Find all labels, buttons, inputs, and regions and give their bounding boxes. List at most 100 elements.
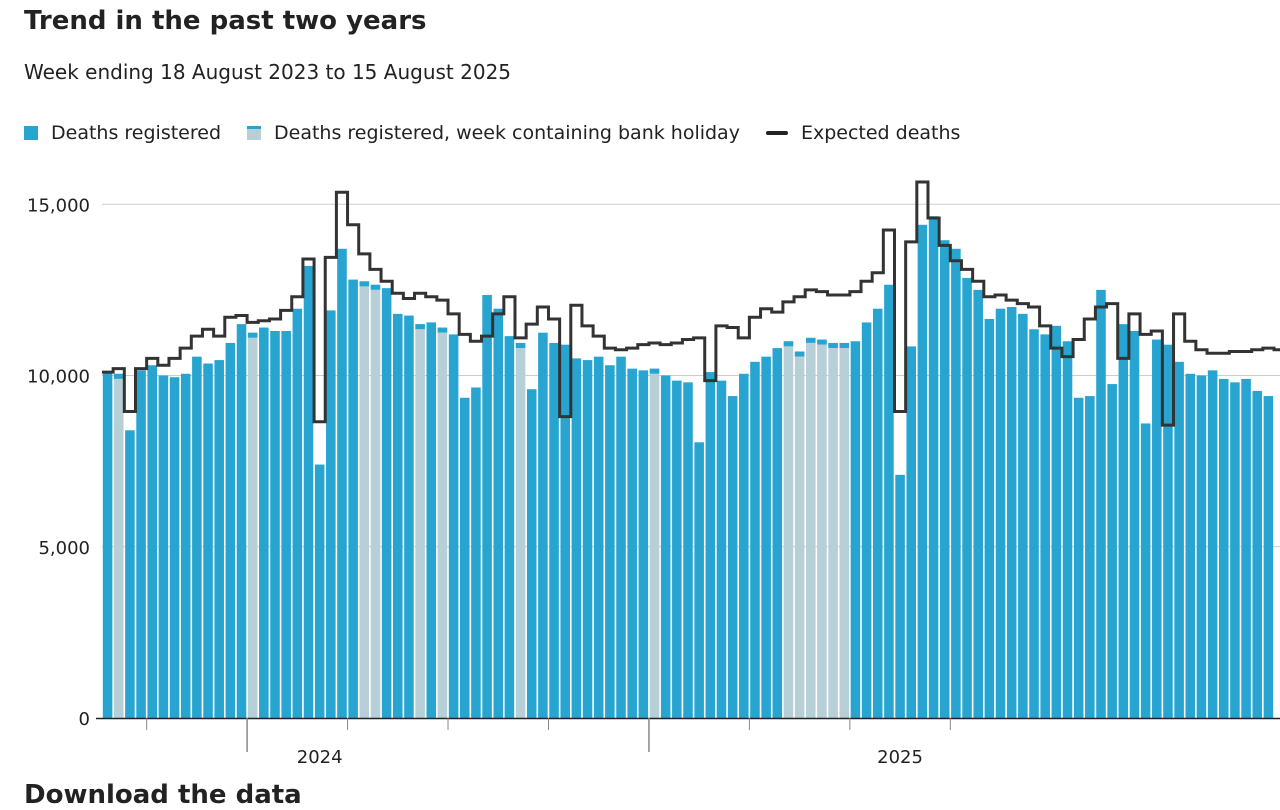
bar-registered: [616, 356, 626, 718]
bar-holiday-week: [794, 351, 805, 718]
bar-holiday-cap: [649, 368, 660, 374]
bar-registered: [471, 387, 481, 718]
bar-registered: [694, 442, 704, 718]
bar-registered: [303, 265, 314, 718]
bar-registered: [951, 248, 961, 718]
bar-registered: [1029, 329, 1039, 718]
x-year-label: 2025: [877, 747, 923, 768]
bar-registered: [761, 356, 771, 718]
bar-holiday-cap: [437, 327, 448, 333]
bar-holiday-cap: [817, 339, 827, 345]
y-tick-label: 0: [79, 709, 90, 730]
bar-registered: [1018, 313, 1028, 718]
bar-registered: [571, 358, 582, 718]
chart-subtitle: Week ending 18 August 2023 to 15 August …: [24, 60, 512, 84]
bar-holiday-week: [806, 337, 816, 718]
bars-layer: [102, 216, 1274, 719]
legend-swatch-holiday: [247, 126, 261, 140]
bar-registered: [404, 315, 414, 718]
bar-registered: [192, 356, 202, 718]
bar-registered: [426, 322, 437, 718]
legend-swatch-registered: [24, 126, 38, 140]
bar-registered: [225, 342, 236, 718]
bar-holiday-cap: [794, 351, 805, 357]
bar-registered: [281, 330, 291, 718]
bar-registered: [482, 295, 492, 718]
x-year-label: 2024: [297, 747, 343, 768]
y-tick-label: 10,000: [27, 367, 90, 388]
bar-holiday-week: [649, 368, 660, 718]
bar-holiday-cap: [828, 342, 838, 348]
bar-registered: [459, 397, 470, 718]
bar-registered: [739, 373, 749, 718]
bar-registered: [1073, 397, 1084, 718]
bar-registered: [493, 308, 504, 718]
bar-registered: [448, 334, 459, 718]
bar-registered: [1230, 382, 1240, 718]
bar-registered: [259, 327, 269, 718]
bar-registered: [1040, 334, 1050, 718]
bar-registered: [1174, 361, 1184, 718]
bar-registered: [850, 341, 861, 718]
expected-deaths-line: [102, 180, 1280, 427]
bar-registered: [203, 363, 213, 718]
bar-registered: [1241, 378, 1251, 718]
bar-registered: [906, 346, 917, 718]
bar-registered: [683, 382, 693, 718]
bar-holiday-cap: [415, 324, 425, 330]
bar-holiday-week: [113, 373, 124, 718]
bar-holiday-cap: [806, 337, 816, 343]
bar-registered: [627, 368, 637, 718]
bar-registered: [1118, 324, 1129, 718]
bar-registered: [638, 370, 649, 718]
bar-registered: [1152, 339, 1162, 718]
bar-registered: [1163, 344, 1173, 718]
bar-registered: [939, 240, 950, 718]
bar-holiday-week: [359, 281, 370, 718]
bar-registered: [660, 375, 671, 718]
bar-registered: [526, 389, 537, 718]
bar-registered: [236, 324, 247, 718]
bar-registered: [1218, 378, 1229, 718]
bar-registered: [861, 322, 872, 718]
bar-registered: [716, 380, 727, 718]
bar-registered: [872, 308, 883, 718]
legend-item-holiday: Deaths registered, week containing bank …: [247, 122, 740, 144]
x-axis: 2025 2024: [96, 717, 1280, 768]
bar-registered: [928, 216, 939, 719]
bar-registered: [1051, 325, 1062, 718]
expected-line-layer: [102, 180, 1280, 427]
legend-label-expected: Expected deaths: [800, 122, 961, 144]
bar-registered: [147, 365, 158, 718]
bar-registered: [393, 313, 403, 718]
bar-registered: [158, 375, 169, 718]
bar-holiday-week: [515, 342, 526, 718]
bar-registered: [125, 430, 135, 718]
bar-registered: [772, 348, 783, 718]
bar-holiday-cap: [783, 341, 794, 347]
y-tick-label: 5,000: [38, 538, 90, 559]
bar-registered: [995, 308, 1006, 718]
bar-registered: [1140, 423, 1151, 718]
bar-holiday-week: [437, 327, 448, 718]
deaths-chart: 0 5,000 10,000 15,000 2025 2024: [27, 180, 1280, 768]
bar-holiday-cap: [359, 281, 370, 287]
chart-legend: Deaths registered Deaths registered, wee…: [24, 122, 986, 144]
bar-registered: [962, 277, 972, 718]
bar-registered: [917, 224, 928, 719]
bar-registered: [1129, 330, 1140, 718]
bar-registered: [895, 474, 905, 718]
bar-registered: [727, 396, 738, 718]
bar-holiday-cap: [247, 332, 258, 338]
bar-registered: [549, 342, 559, 718]
bar-registered: [169, 377, 180, 718]
bar-registered: [270, 330, 280, 718]
bar-holiday-cap: [113, 373, 124, 379]
chart-title: Trend in the past two years: [24, 6, 427, 36]
bar-registered: [292, 308, 303, 718]
legend-label-holiday: Deaths registered, week containing bank …: [274, 122, 740, 144]
bar-registered: [326, 310, 336, 718]
bar-registered: [1252, 390, 1263, 718]
bar-registered: [337, 248, 347, 718]
bar-registered: [1207, 370, 1218, 718]
